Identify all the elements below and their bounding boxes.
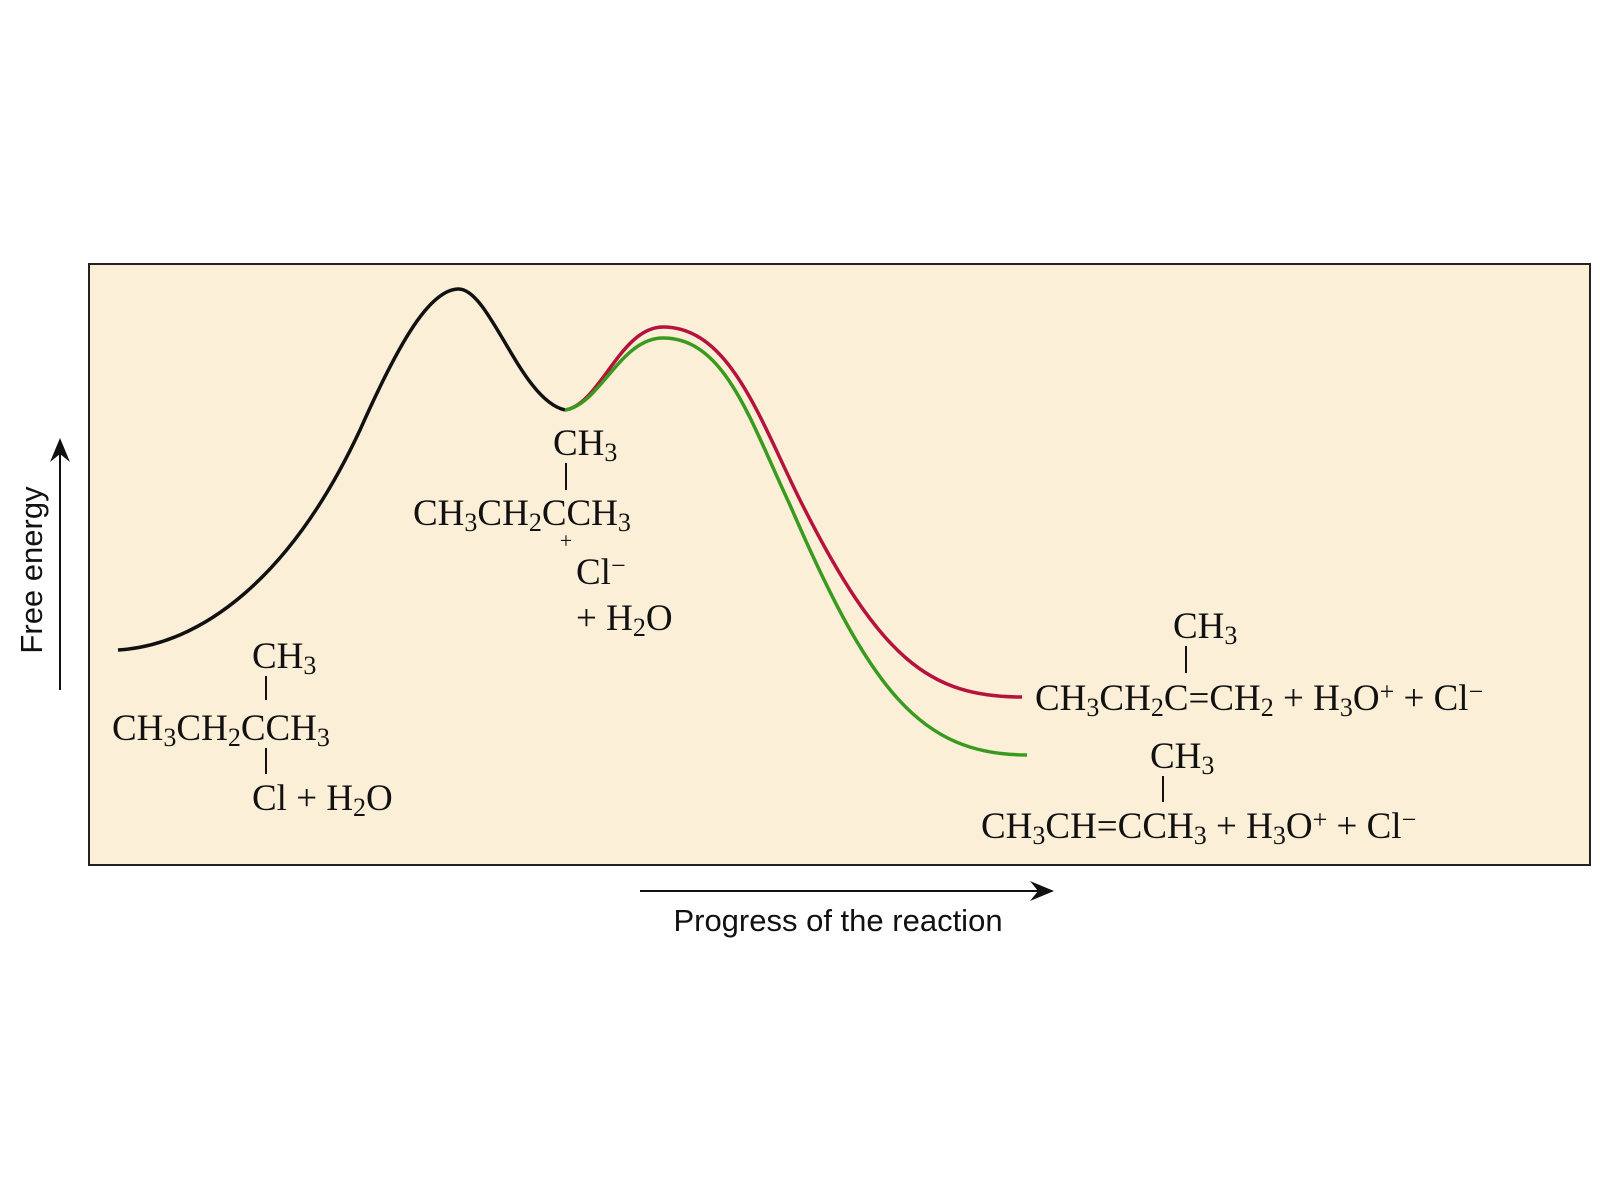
- y-axis-label: Free energy: [14, 486, 49, 654]
- formula: CH3CH2C=CH2 + H3O+ + Cl−: [1035, 677, 1483, 722]
- branch: CH3: [1173, 606, 1237, 650]
- formula: CH3CH2CCH3: [413, 493, 631, 537]
- energy-curve-red: [564, 325, 1023, 699]
- formula: CH3CH=CCH3 + H3O+ + Cl−: [981, 805, 1416, 850]
- formula: Cl−: [576, 551, 626, 593]
- energy-curve-green: [564, 336, 1028, 757]
- formula: + H2O: [576, 598, 673, 642]
- branch: CH3: [1150, 736, 1214, 780]
- formula: Cl + H2O: [252, 778, 393, 822]
- x-axis-label: Progress of the reaction: [673, 903, 1002, 938]
- formula: CH3CH2CCH3: [112, 708, 330, 752]
- branch: CH3: [252, 636, 316, 680]
- branch: CH3: [553, 423, 617, 467]
- energy-curve: [117, 287, 566, 652]
- charge: +: [560, 528, 572, 553]
- plot-frame: [88, 263, 1591, 866]
